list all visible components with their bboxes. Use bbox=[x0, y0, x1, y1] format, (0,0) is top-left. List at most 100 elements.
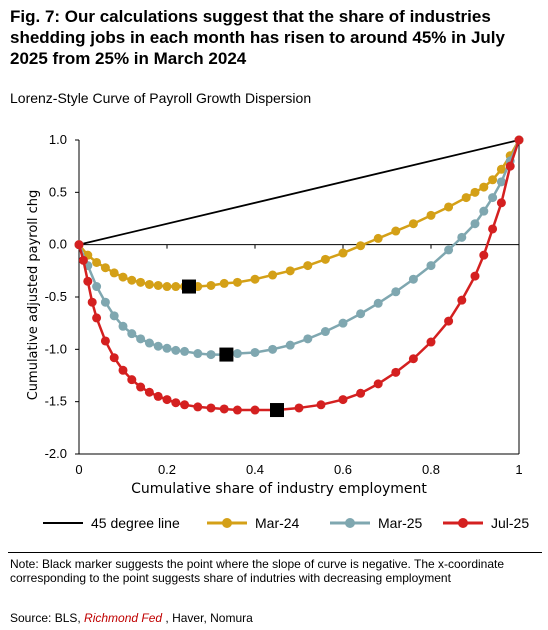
chart-axis-labels: 1.0 0.5 0.0 -0.5 -1.0 -1.5 -2.0 0 0.2 0.4 0.6 0.8 1 C… bbox=[26, 132, 523, 497]
data-point-mar-25 bbox=[479, 206, 489, 216]
data-point-jul-25 bbox=[127, 375, 137, 385]
x-tick-label: 0.6 bbox=[334, 462, 352, 477]
chart-source: Source: BLS, Richmond Fed , Haver, Nomur… bbox=[10, 611, 253, 625]
x-axis-title: Cumulative share of industry employment bbox=[131, 481, 427, 497]
data-point-mar-25 bbox=[285, 340, 295, 350]
chart-black-markers bbox=[182, 279, 284, 418]
data-point-mar-25 bbox=[444, 245, 454, 255]
data-point-jul-25 bbox=[136, 382, 146, 392]
data-point-jul-25 bbox=[153, 391, 163, 401]
data-point-jul-25 bbox=[180, 400, 190, 410]
series-line-jul-25 bbox=[77, 139, 521, 412]
black-marker-mar-25 bbox=[219, 347, 234, 362]
data-point-jul-25 bbox=[87, 297, 97, 307]
data-point-mar-24 bbox=[250, 274, 260, 284]
data-point-jul-25 bbox=[457, 295, 467, 305]
y-tick-label: 1.0 bbox=[49, 132, 67, 147]
data-point-mar-25 bbox=[109, 311, 119, 321]
data-point-mar-24 bbox=[408, 219, 418, 229]
data-point-mar-24 bbox=[496, 164, 506, 174]
data-point-mar-24 bbox=[391, 226, 401, 236]
data-point-mar-24 bbox=[303, 261, 313, 271]
data-point-mar-24 bbox=[144, 279, 154, 289]
data-point-mar-25 bbox=[320, 327, 330, 337]
y-tick-label: 0.5 bbox=[49, 184, 67, 199]
data-point-jul-25 bbox=[505, 161, 515, 171]
legend-label-45-degree-line: 45 degree line bbox=[91, 515, 180, 531]
source-suffix: , Haver, Nomura bbox=[162, 611, 253, 625]
black-marker-mar-24 bbox=[182, 279, 196, 294]
data-point-jul-25 bbox=[356, 388, 366, 398]
data-point-mar-24 bbox=[470, 187, 480, 197]
source-prefix: Source: BLS, bbox=[10, 611, 85, 625]
data-point-mar-24 bbox=[338, 248, 348, 258]
data-point-mar-25 bbox=[373, 298, 383, 308]
data-point-jul-25 bbox=[206, 403, 216, 413]
legend-label-jul-25: Jul-25 bbox=[491, 515, 529, 531]
x-tick-label: 0.8 bbox=[422, 462, 440, 477]
data-point-mar-25 bbox=[268, 344, 278, 354]
data-point-mar-25 bbox=[391, 287, 401, 297]
data-point-mar-25 bbox=[162, 343, 172, 353]
data-point-mar-25 bbox=[127, 329, 137, 339]
data-point-mar-25 bbox=[356, 309, 366, 319]
data-point-mar-25 bbox=[303, 334, 313, 344]
y-tick-label: 0.0 bbox=[49, 237, 67, 252]
data-point-jul-25 bbox=[470, 271, 480, 281]
legend-marker-mar-24 bbox=[222, 518, 232, 528]
data-point-mar-24 bbox=[426, 210, 436, 220]
data-point-jul-25 bbox=[109, 353, 119, 363]
data-point-mar-25 bbox=[118, 321, 128, 331]
data-point-jul-25 bbox=[250, 405, 260, 415]
data-point-jul-25 bbox=[232, 405, 242, 415]
data-point-mar-24 bbox=[373, 233, 383, 243]
data-point-mar-25 bbox=[470, 219, 480, 229]
data-point-mar-24 bbox=[479, 182, 489, 192]
data-point-mar-24 bbox=[285, 266, 295, 276]
data-point-mar-25 bbox=[408, 274, 418, 284]
data-point-mar-25 bbox=[180, 346, 190, 356]
data-point-jul-25 bbox=[488, 224, 498, 234]
series-line-mar-25 bbox=[77, 139, 521, 356]
data-point-mar-24 bbox=[488, 175, 498, 185]
data-point-mar-24 bbox=[136, 277, 146, 287]
data-point-mar-24 bbox=[109, 268, 119, 278]
data-point-jul-25 bbox=[373, 379, 383, 389]
y-tick-label: -1.5 bbox=[45, 394, 67, 409]
y-tick-label: -2.0 bbox=[45, 446, 67, 461]
data-point-mar-25 bbox=[232, 349, 242, 359]
legend-label-mar-25: Mar-25 bbox=[378, 515, 423, 531]
data-point-mar-24 bbox=[100, 263, 110, 273]
data-point-jul-25 bbox=[118, 365, 128, 375]
data-point-jul-25 bbox=[391, 367, 401, 377]
y-tick-label: -1.0 bbox=[45, 341, 67, 356]
data-point-mar-25 bbox=[457, 232, 467, 242]
figure-title: Fig. 7: Our calculations suggest that th… bbox=[10, 7, 505, 68]
data-point-mar-25 bbox=[338, 318, 348, 328]
data-point-mar-24 bbox=[162, 282, 172, 292]
data-point-jul-25 bbox=[171, 398, 181, 408]
data-point-mar-25 bbox=[426, 261, 436, 271]
data-point-jul-25 bbox=[78, 255, 88, 265]
data-point-mar-24 bbox=[206, 280, 216, 290]
data-point-jul-25 bbox=[100, 336, 110, 346]
data-point-mar-25 bbox=[193, 349, 203, 359]
data-point-mar-24 bbox=[320, 254, 330, 264]
data-point-mar-25 bbox=[206, 350, 216, 360]
data-point-jul-25 bbox=[144, 387, 154, 397]
black-marker-jul-25 bbox=[270, 403, 284, 418]
data-point-mar-25 bbox=[136, 334, 146, 344]
data-point-mar-25 bbox=[153, 341, 163, 351]
data-point-mar-25 bbox=[100, 297, 110, 307]
data-point-jul-25 bbox=[496, 198, 506, 208]
data-point-mar-25 bbox=[92, 282, 102, 292]
source-highlight: Richmond Fed bbox=[84, 611, 163, 625]
series-line-mar-24 bbox=[78, 139, 521, 288]
data-point-jul-25 bbox=[83, 276, 93, 286]
y-tick-label: -0.5 bbox=[45, 289, 67, 304]
data-point-mar-25 bbox=[488, 193, 498, 203]
chart-axes bbox=[75, 139, 520, 455]
data-point-jul-25 bbox=[294, 403, 304, 413]
data-point-mar-24 bbox=[356, 241, 366, 251]
data-point-jul-25 bbox=[338, 395, 348, 405]
